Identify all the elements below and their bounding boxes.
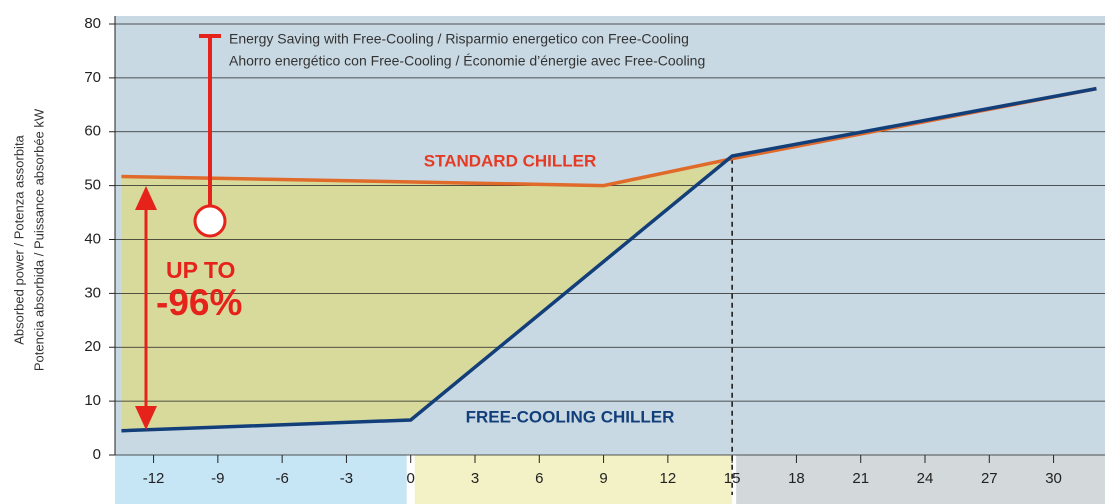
series-label: FREE-COOLING CHILLER [466, 407, 675, 426]
range-arrow-head [135, 186, 157, 210]
x-band [414, 455, 733, 504]
y-tick-label: 0 [93, 446, 101, 463]
y-tick-label: 80 [84, 15, 101, 32]
annotation: UP TO [166, 257, 235, 283]
range-arrow-head [135, 406, 157, 430]
x-tick-label: 24 [917, 470, 934, 487]
series-label: STANDARD CHILLER [424, 151, 597, 170]
x-tick-label: 27 [981, 470, 998, 487]
y-tick-label: 60 [84, 123, 101, 140]
y-axis-label: Potencia absorbida / Puissance absorbée … [31, 108, 46, 371]
x-tick-label: 18 [788, 470, 805, 487]
x-tick-label: -6 [275, 470, 288, 487]
saving-marker [193, 204, 227, 238]
y-axis-label: Absorbed power / Potenza assorbita [11, 134, 26, 344]
y-tick-label: 40 [84, 230, 101, 247]
y-tick-label: 50 [84, 177, 101, 194]
x-tick-label: 12 [660, 470, 677, 487]
y-tick-label: 20 [84, 338, 101, 355]
x-tick-label: 21 [852, 470, 869, 487]
x-tick-label: 3 [471, 470, 479, 487]
x-tick-label: 9 [599, 470, 607, 487]
y-tick-label: 30 [84, 284, 101, 301]
annotation: Energy Saving with Free-Cooling / Rispar… [229, 31, 689, 47]
y-tick-label: 10 [84, 392, 101, 409]
series-line [121, 86, 1097, 433]
x-band [736, 455, 1105, 504]
x-tick-label: 6 [535, 470, 543, 487]
x-tick-label: 30 [1045, 470, 1062, 487]
annotation: -96% [156, 282, 242, 323]
x-band [115, 455, 407, 504]
x-tick-label: 0 [407, 470, 415, 487]
annotation: Ahorro energético con Free-Cooling / Éco… [229, 53, 705, 69]
x-tick-label: -3 [340, 470, 353, 487]
x-tick-label: -12 [143, 470, 165, 487]
y-tick-label: 70 [84, 69, 101, 86]
x-tick-label: -9 [211, 470, 224, 487]
